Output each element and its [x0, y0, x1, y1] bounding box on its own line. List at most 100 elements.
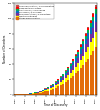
Bar [92, 13, 94, 14]
Bar [17, 94, 19, 95]
Bar [52, 86, 54, 87]
Bar [80, 60, 82, 68]
Bar [92, 17, 94, 21]
Bar [70, 66, 72, 69]
Bar [77, 58, 79, 63]
Bar [82, 39, 84, 40]
Bar [72, 62, 74, 65]
Bar [62, 83, 64, 95]
Bar [82, 44, 84, 49]
Bar [65, 75, 67, 78]
Bar [92, 28, 94, 38]
Bar [40, 93, 42, 95]
Bar [85, 52, 87, 62]
Bar [82, 40, 84, 41]
Bar [75, 56, 77, 58]
Bar [77, 63, 79, 71]
Bar [90, 55, 92, 95]
Bar [67, 70, 69, 72]
Bar [80, 49, 82, 54]
Bar [67, 75, 69, 80]
Bar [62, 74, 64, 76]
Bar [77, 54, 79, 58]
Bar [90, 21, 92, 23]
Bar [27, 94, 29, 95]
Bar [80, 68, 82, 95]
Bar [44, 90, 47, 91]
Bar [77, 71, 79, 95]
Bar [57, 80, 59, 81]
Bar [44, 89, 47, 90]
Bar [60, 80, 62, 82]
Bar [52, 84, 54, 85]
Bar [57, 86, 59, 95]
Bar [60, 78, 62, 80]
Bar [85, 33, 87, 34]
Bar [82, 65, 84, 95]
Bar [85, 36, 87, 39]
Bar [57, 84, 59, 86]
Bar [42, 90, 44, 91]
Bar [75, 58, 77, 62]
Bar [50, 85, 52, 86]
Bar [52, 83, 54, 84]
Bar [62, 73, 64, 74]
Bar [62, 80, 64, 83]
Bar [24, 94, 27, 95]
Bar [75, 73, 77, 95]
Bar [65, 71, 67, 72]
Bar [40, 92, 42, 93]
Bar [60, 77, 62, 78]
Bar [85, 39, 87, 44]
Bar [62, 77, 64, 80]
Bar [75, 54, 77, 55]
Bar [22, 94, 24, 95]
Bar [67, 68, 69, 70]
Bar [67, 67, 69, 68]
Bar [60, 85, 62, 95]
Bar [34, 94, 37, 95]
Bar [65, 78, 67, 82]
Bar [65, 72, 67, 73]
Bar [95, 22, 97, 32]
Bar [92, 14, 94, 17]
Bar [95, 5, 97, 7]
Bar [44, 91, 47, 95]
Bar [80, 45, 82, 47]
Bar [57, 81, 59, 82]
Bar [47, 87, 49, 88]
Bar [90, 34, 92, 42]
Bar [87, 39, 89, 47]
Bar [95, 9, 97, 14]
Bar [57, 79, 59, 80]
Bar [57, 82, 59, 84]
Bar [92, 51, 94, 95]
Bar [70, 64, 72, 66]
Bar [55, 82, 57, 83]
Bar [95, 14, 97, 22]
Bar [77, 50, 79, 52]
Bar [85, 34, 87, 36]
Bar [29, 94, 32, 95]
Bar [65, 70, 67, 71]
Bar [52, 87, 54, 89]
Bar [34, 92, 37, 93]
Bar [32, 93, 34, 94]
Bar [55, 88, 57, 95]
Bar [19, 94, 22, 95]
Bar [55, 83, 57, 84]
Bar [90, 23, 92, 27]
Bar [62, 76, 64, 77]
Bar [50, 86, 52, 87]
Bar [32, 94, 34, 95]
Bar [42, 91, 44, 92]
Bar [90, 20, 92, 21]
Bar [47, 88, 49, 89]
Bar [72, 61, 74, 62]
Bar [70, 69, 72, 73]
Bar [67, 72, 69, 75]
Bar [85, 62, 87, 95]
Bar [82, 56, 84, 65]
Bar [37, 93, 39, 95]
Bar [67, 80, 69, 95]
